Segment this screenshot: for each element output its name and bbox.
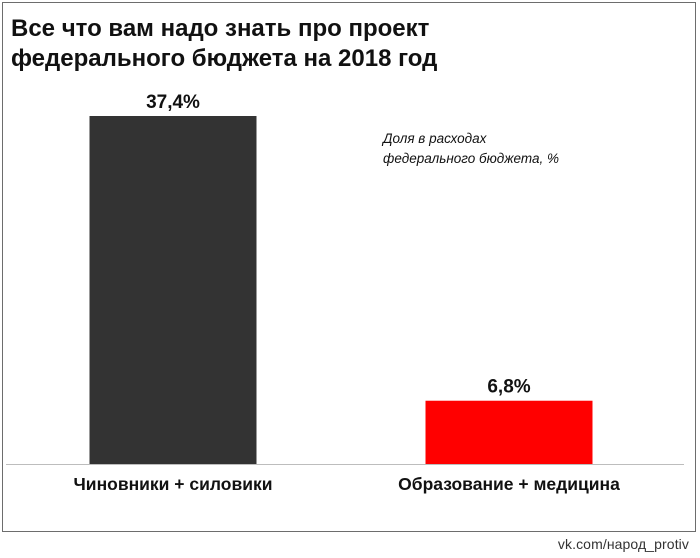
category-label-1: Чиновники + силовики bbox=[74, 474, 273, 494]
chart-title-line-1: Все что вам надо знать про проект bbox=[11, 15, 430, 42]
bar-1 bbox=[89, 116, 257, 464]
chart-note-line-2: федерального бюджета, % bbox=[383, 151, 559, 166]
data-label-2: 6,8% bbox=[487, 377, 530, 398]
chart-note: Доля в расходах федерального бюджета, % bbox=[383, 129, 559, 169]
category-label-2: Образование + медицина bbox=[398, 474, 620, 494]
chart-note-line-1: Доля в расходах bbox=[383, 131, 487, 146]
bar-chart-layer: 37,4% Чиновники + силовики 6,8% Образование… bbox=[6, 92, 684, 494]
source-credit: vk.com/народ_protiv bbox=[557, 536, 689, 552]
data-label-1: 37,4% bbox=[146, 92, 200, 113]
chart-title: Все что вам надо знать про проект федера… bbox=[11, 14, 571, 74]
chart-title-line-2: федерального бюджета на 2018 год bbox=[11, 45, 438, 72]
bar-2 bbox=[425, 400, 593, 464]
